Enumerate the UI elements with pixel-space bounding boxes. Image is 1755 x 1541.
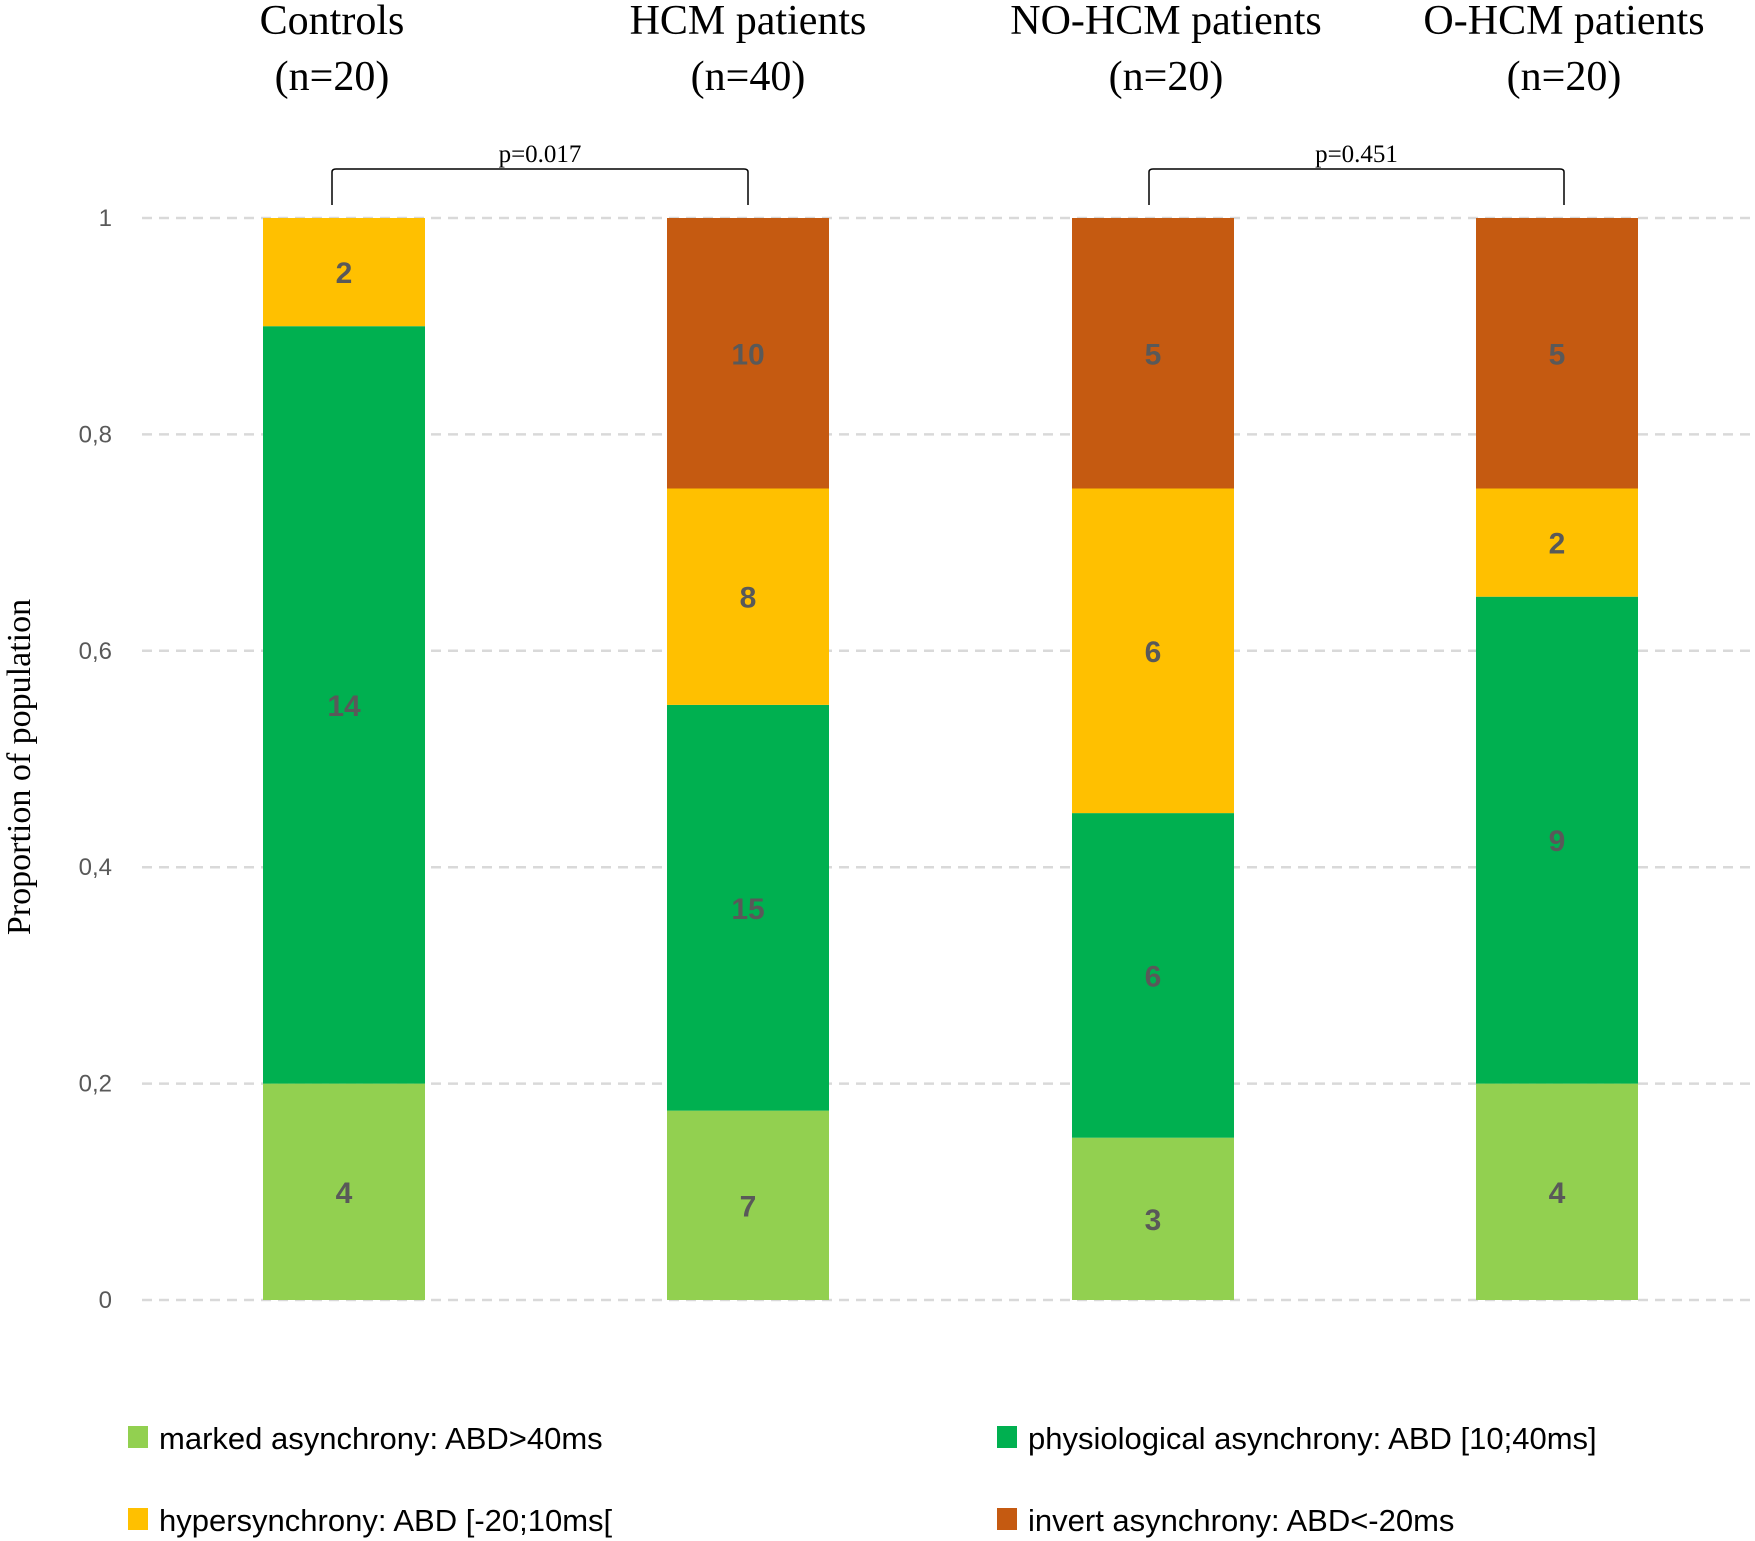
y-axis-label: Proportion of population xyxy=(1,599,38,935)
category-title: HCM patients xyxy=(630,0,867,44)
y-tick-label: 0,6 xyxy=(79,638,112,665)
bar-segment xyxy=(263,326,425,1084)
legend: marked asynchrony: ABD>40ms physiological… xyxy=(128,1421,1597,1538)
category-titles: Controls (n=20) HCM patients (n=40) NO-HCM p… xyxy=(260,0,1705,100)
bar-segment xyxy=(1072,1137,1234,1300)
category-n-label: (n=20) xyxy=(1109,54,1224,100)
bar-segment xyxy=(667,1110,829,1300)
comparison-bracket xyxy=(331,168,749,205)
bar-segment xyxy=(1476,1083,1638,1300)
data-label: 7 xyxy=(740,1190,757,1223)
bar-segment xyxy=(1476,488,1638,597)
legend-label: marked asynchrony: ABD>40ms xyxy=(159,1421,603,1456)
data-label: 2 xyxy=(1549,528,1566,561)
category-title: Controls xyxy=(260,0,405,44)
data-label: 2 xyxy=(336,257,353,290)
legend-swatch xyxy=(997,1508,1017,1530)
bar-segment xyxy=(667,704,829,1111)
y-tick-label: 0 xyxy=(99,1287,112,1314)
legend-swatch xyxy=(997,1426,1017,1448)
data-label: 6 xyxy=(1145,960,1162,993)
bar-segment xyxy=(263,218,425,327)
category-title: NO-HCM patients xyxy=(1010,0,1321,44)
legend-swatch xyxy=(128,1426,148,1448)
y-tick-label: 1 xyxy=(99,205,112,232)
y-tick-label: 0,4 xyxy=(79,854,112,881)
category-n-label: (n=20) xyxy=(1507,54,1622,100)
bar-segment xyxy=(263,1083,425,1300)
bar-segment xyxy=(667,218,829,489)
data-label: 10 xyxy=(731,338,764,371)
comparison-brackets: p=0.017 p=0.451 xyxy=(331,141,1565,205)
data-label: 6 xyxy=(1145,636,1162,669)
y-tick-label: 0,2 xyxy=(79,1071,112,1098)
data-label: 4 xyxy=(336,1177,353,1210)
data-label: 3 xyxy=(1145,1204,1162,1237)
category-title: O-HCM patients xyxy=(1423,0,1704,44)
data-label: 14 xyxy=(327,690,361,723)
data-label: 15 xyxy=(731,893,764,926)
p-value-label: p=0.451 xyxy=(1315,141,1398,168)
p-value-label: p=0.017 xyxy=(499,141,582,168)
legend-label: invert asynchrony: ABD<-20ms xyxy=(1028,1503,1454,1538)
legend-swatch xyxy=(128,1508,148,1530)
data-label: 9 xyxy=(1549,825,1566,858)
bar-segment xyxy=(667,488,829,705)
data-label: 8 xyxy=(740,582,757,615)
bars: 4 14 2 7 15 8 10 3 6 6 5 4 9 2 5 xyxy=(263,218,1638,1300)
data-label: 5 xyxy=(1549,338,1566,371)
category-n-label: (n=40) xyxy=(691,54,806,100)
legend-label: physiological asynchrony: ABD [10;40ms] xyxy=(1028,1421,1597,1456)
bar-segment xyxy=(1476,596,1638,1084)
bar-segment xyxy=(1072,218,1234,489)
y-tick-label: 0,8 xyxy=(79,421,112,448)
category-n-label: (n=20) xyxy=(275,54,390,100)
legend-label: hypersynchrony: ABD [-20;10ms[ xyxy=(159,1503,613,1538)
bar-segment xyxy=(1072,488,1234,814)
bar-segment xyxy=(1072,813,1234,1138)
data-label: 5 xyxy=(1145,338,1162,371)
comparison-bracket xyxy=(1148,168,1565,205)
y-tick-labels: 0 0,2 0,4 0,6 0,8 1 xyxy=(79,205,112,1314)
bar-segment xyxy=(1476,218,1638,489)
data-label: 4 xyxy=(1549,1177,1566,1210)
